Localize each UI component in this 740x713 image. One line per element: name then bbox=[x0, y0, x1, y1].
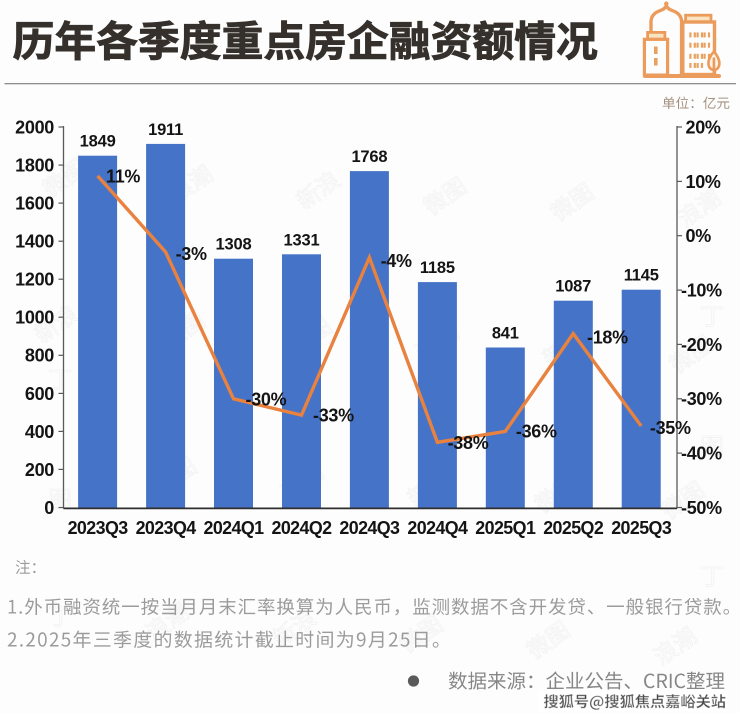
svg-text:841: 841 bbox=[492, 325, 519, 343]
svg-text:0: 0 bbox=[44, 498, 54, 518]
svg-text:2000: 2000 bbox=[15, 117, 54, 137]
svg-text:1331: 1331 bbox=[284, 231, 320, 249]
svg-text:-4%: -4% bbox=[381, 251, 412, 271]
svg-text:-38%: -38% bbox=[448, 433, 489, 453]
svg-text:-18%: -18% bbox=[587, 327, 628, 347]
svg-text:-30%: -30% bbox=[246, 389, 287, 409]
svg-text:-30%: -30% bbox=[681, 389, 722, 409]
svg-text:2023Q4: 2023Q4 bbox=[136, 518, 197, 538]
svg-text:1600: 1600 bbox=[15, 194, 54, 214]
svg-text:-40%: -40% bbox=[681, 444, 722, 464]
svg-text:2024Q3: 2024Q3 bbox=[339, 518, 400, 538]
svg-text:1000: 1000 bbox=[15, 308, 54, 328]
svg-text:2025Q1: 2025Q1 bbox=[475, 518, 536, 538]
svg-text:-10%: -10% bbox=[681, 281, 722, 301]
svg-text:1145: 1145 bbox=[624, 267, 659, 285]
svg-text:200: 200 bbox=[25, 460, 54, 480]
svg-text:10%: 10% bbox=[686, 172, 721, 192]
svg-text:-35%: -35% bbox=[650, 418, 691, 438]
svg-text:800: 800 bbox=[25, 346, 54, 366]
svg-text:-20%: -20% bbox=[681, 335, 722, 355]
svg-text:1800: 1800 bbox=[15, 156, 54, 176]
svg-text:2024Q1: 2024Q1 bbox=[204, 518, 265, 538]
svg-text:1911: 1911 bbox=[148, 121, 183, 139]
svg-text:1087: 1087 bbox=[555, 278, 591, 296]
svg-text:1400: 1400 bbox=[15, 232, 54, 252]
svg-text:2024Q4: 2024Q4 bbox=[407, 518, 468, 538]
svg-text:11%: 11% bbox=[106, 166, 140, 186]
svg-text:1200: 1200 bbox=[15, 270, 54, 290]
svg-text:600: 600 bbox=[25, 384, 54, 404]
svg-text:1308: 1308 bbox=[216, 236, 252, 254]
svg-text:-3%: -3% bbox=[176, 244, 207, 264]
svg-text:0%: 0% bbox=[686, 226, 712, 246]
svg-text:400: 400 bbox=[25, 422, 54, 442]
svg-text:20%: 20% bbox=[686, 117, 721, 137]
svg-text:2024Q2: 2024Q2 bbox=[272, 518, 333, 538]
svg-text:1185: 1185 bbox=[420, 259, 455, 277]
svg-text:2025Q3: 2025Q3 bbox=[611, 518, 672, 538]
svg-text:1849: 1849 bbox=[80, 133, 116, 151]
svg-text:-36%: -36% bbox=[516, 421, 557, 441]
svg-text:-33%: -33% bbox=[313, 406, 354, 426]
svg-text:-50%: -50% bbox=[681, 498, 722, 518]
svg-text:1768: 1768 bbox=[351, 148, 387, 166]
svg-text:2025Q2: 2025Q2 bbox=[543, 518, 604, 538]
svg-text:2023Q3: 2023Q3 bbox=[68, 518, 129, 538]
